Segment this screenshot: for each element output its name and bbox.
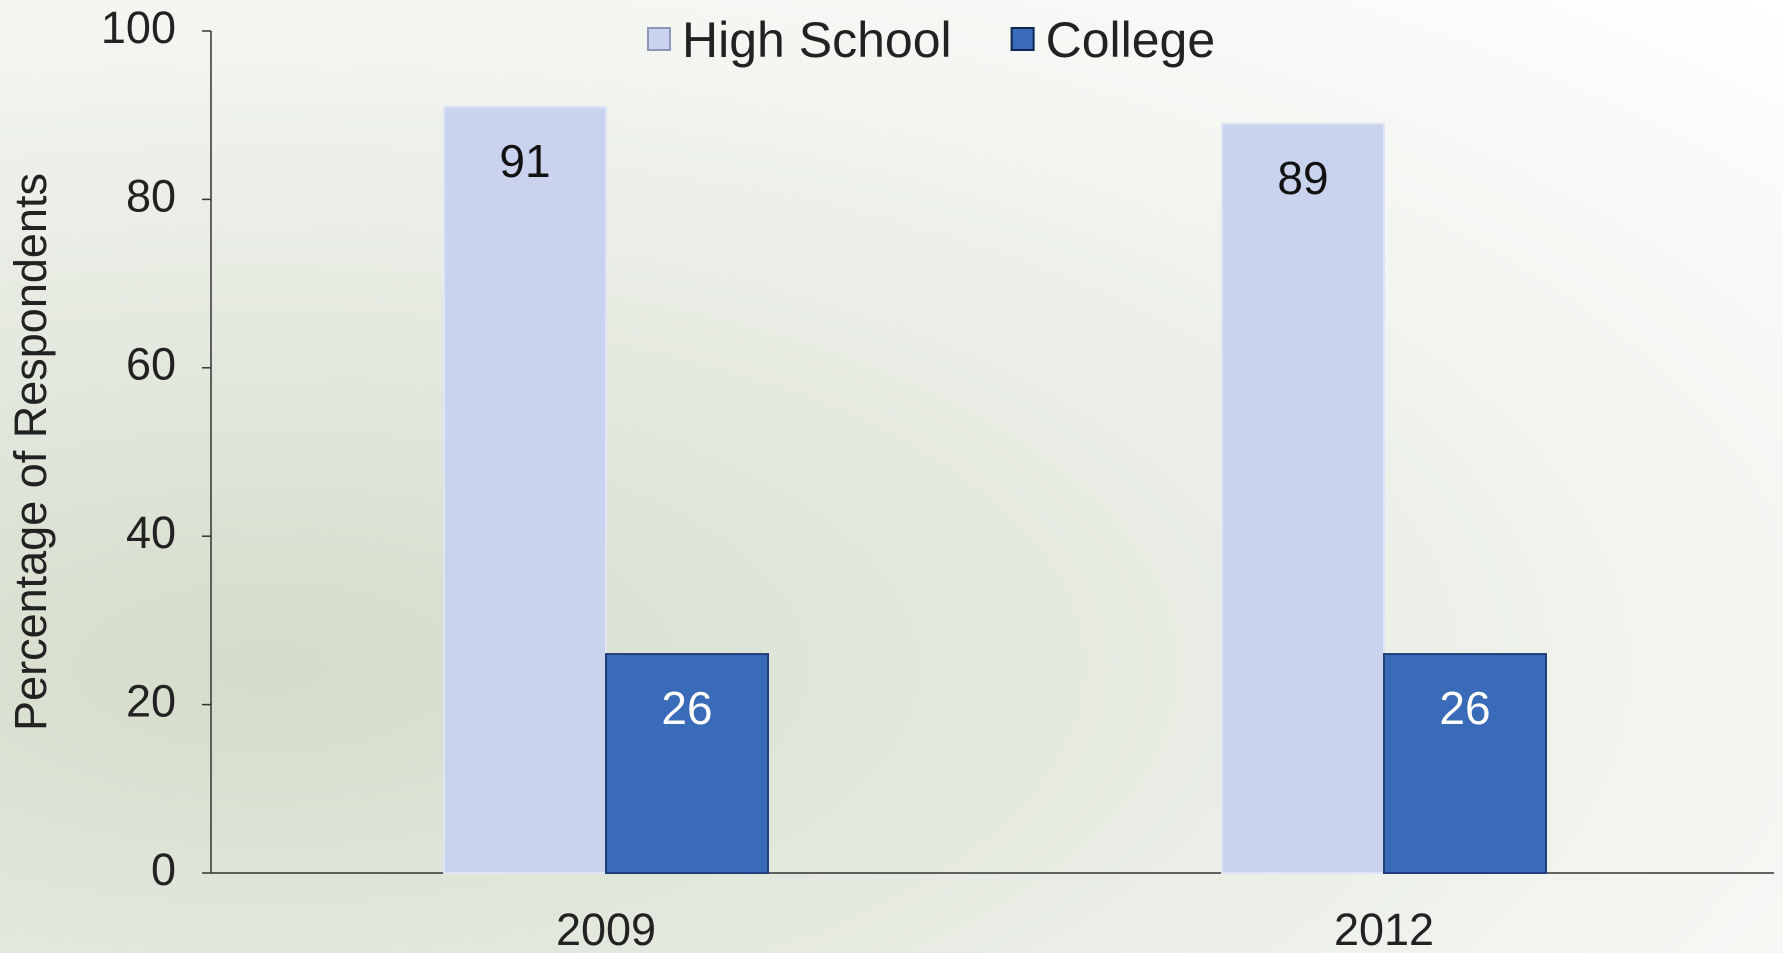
y-axis-label: Percentage of Respondents xyxy=(5,173,56,731)
bar xyxy=(1383,653,1547,875)
legend-swatch xyxy=(1010,27,1035,51)
bar xyxy=(443,105,607,874)
y-tick-label: 60 xyxy=(126,339,176,390)
data-label: 91 xyxy=(499,135,550,187)
x-tick-label: 2012 xyxy=(1334,904,1434,953)
y-tick-label: 40 xyxy=(126,507,176,558)
x-tick-label: 2009 xyxy=(556,904,656,953)
legend-label: High School xyxy=(682,12,952,68)
bar xyxy=(605,653,769,875)
legend-swatch xyxy=(647,27,671,51)
bar xyxy=(1221,122,1385,875)
data-label: 26 xyxy=(661,682,712,734)
data-label: 26 xyxy=(1439,682,1490,734)
y-tick-label: 0 xyxy=(151,844,176,895)
y-tick-label: 20 xyxy=(126,675,176,726)
y-tick-label: 100 xyxy=(101,2,176,53)
data-label: 89 xyxy=(1277,152,1328,204)
y-tick-label: 80 xyxy=(126,170,176,221)
legend-label: College xyxy=(1046,12,1216,68)
